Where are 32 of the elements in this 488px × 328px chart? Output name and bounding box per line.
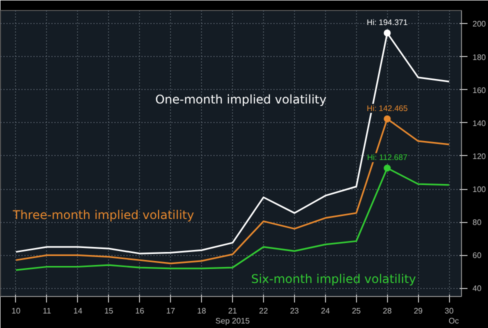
y-tick-label: 180: [472, 52, 486, 62]
text: One-month implied volatility: [155, 92, 326, 106]
x-tick-label: 30: [444, 306, 454, 316]
series-label: Six-month implied volatility: [251, 272, 416, 286]
x-tick-label: 16: [135, 306, 145, 316]
x-tick-label: 10: [12, 306, 21, 316]
annotation: Hi: 194.371: [366, 18, 408, 28]
x-tick-label: 18: [197, 306, 207, 316]
y-tick-label: 200: [472, 20, 486, 29]
y-tick-label: 80: [472, 218, 482, 228]
annotation: Hi: 142.465: [366, 104, 408, 113]
x-tick-label: 25: [352, 306, 362, 316]
x-tick-label: 24: [320, 306, 330, 316]
y-tick-label: 40: [472, 284, 482, 294]
x-tick-label: 23: [290, 306, 300, 316]
text: Oc: [448, 316, 459, 326]
y-tick-label: 60: [472, 251, 482, 260]
x-tick-label: 14: [73, 306, 83, 316]
y-tick-label: 100: [472, 185, 486, 194]
text: Three-month implied volatility: [12, 208, 194, 222]
y-tick-label: 140: [472, 118, 486, 128]
x-tick-label: 28: [382, 306, 392, 316]
x-tick-label: 11: [42, 306, 52, 316]
x-tick-label: 21: [228, 306, 238, 316]
x-tick-label: 29: [414, 306, 424, 316]
y-tick-label: 120: [472, 152, 486, 161]
y-tick-label: 160: [472, 86, 486, 95]
x-tick-label: 22: [259, 306, 268, 316]
annotation: Hi: 112.687: [367, 153, 408, 162]
x-axis-title: Sep 2015: [215, 316, 250, 326]
x-tick-label: 15: [104, 306, 114, 316]
x-tick-label: 17: [166, 306, 176, 316]
